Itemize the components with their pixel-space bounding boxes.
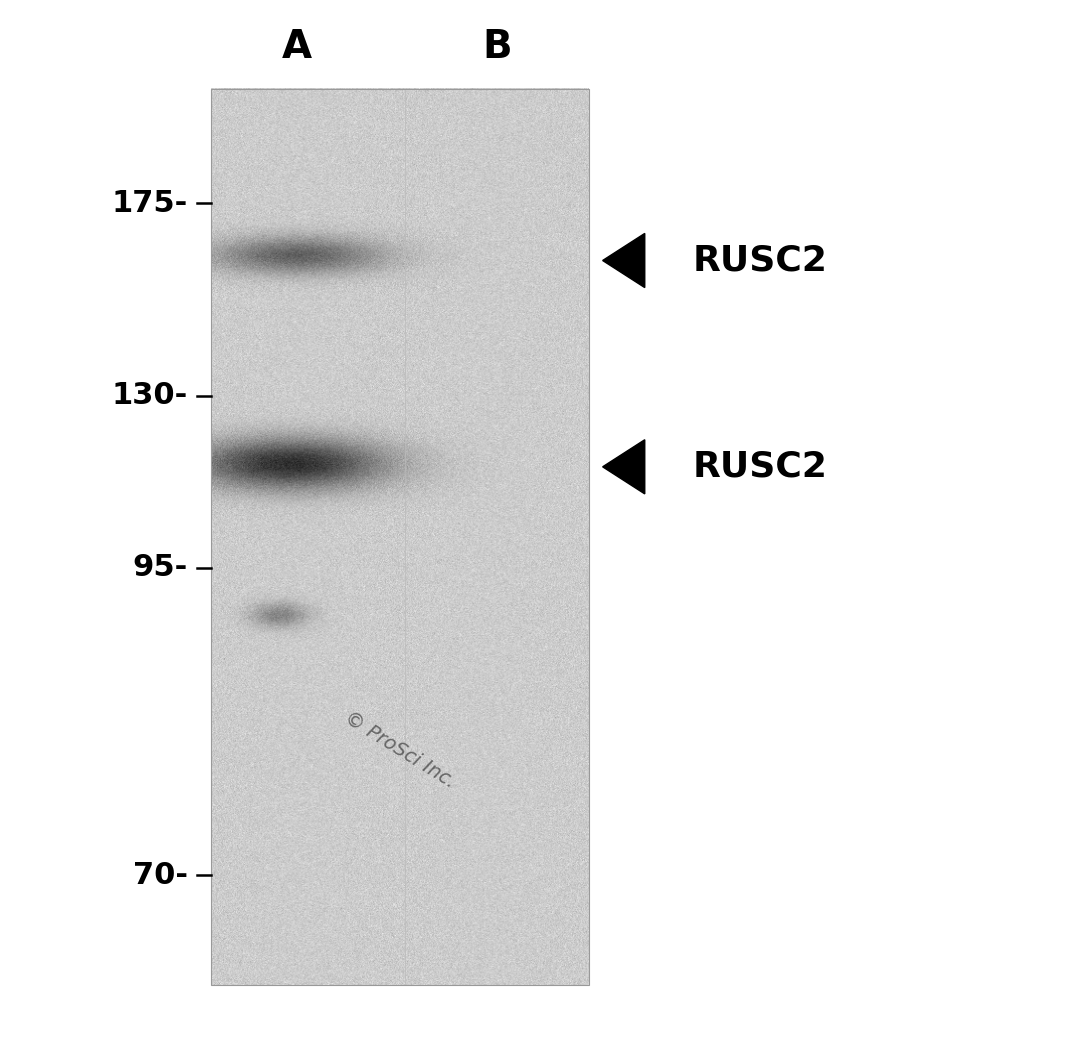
Polygon shape (603, 440, 645, 494)
Text: 95-: 95- (133, 553, 188, 582)
Text: © ProSci Inc.: © ProSci Inc. (340, 709, 459, 792)
Bar (211, 89, 589, 985)
Polygon shape (603, 233, 645, 288)
Text: B: B (482, 28, 512, 66)
Text: 175-: 175- (111, 189, 188, 218)
Text: RUSC2: RUSC2 (693, 450, 827, 483)
Text: 70-: 70- (133, 861, 188, 890)
Text: 130-: 130- (111, 381, 188, 411)
Text: RUSC2: RUSC2 (693, 244, 827, 277)
Text: A: A (282, 28, 312, 66)
